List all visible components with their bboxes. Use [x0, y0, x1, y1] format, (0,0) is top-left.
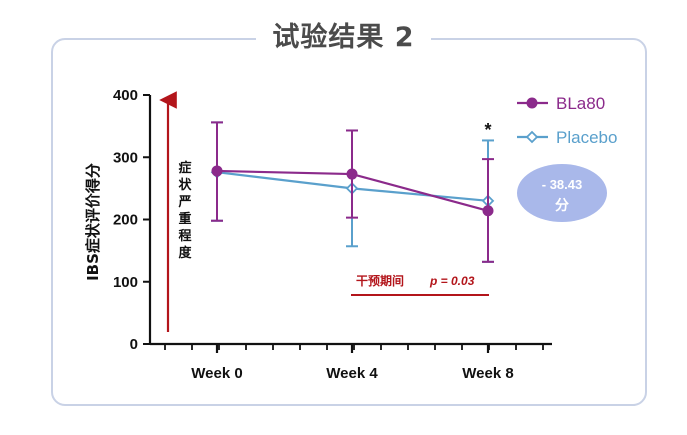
y-tick-label: 300 — [113, 149, 138, 166]
difference-unit: 分 — [555, 198, 569, 214]
series-bla80 — [211, 121, 494, 263]
legend-item: Placebo — [517, 128, 617, 147]
data-point — [211, 165, 223, 177]
legend-marker — [525, 130, 539, 144]
data-point — [346, 168, 358, 180]
y-tick-label: 100 — [113, 274, 138, 291]
data-point — [482, 205, 494, 217]
x-tick-label: Week 8 — [462, 365, 513, 382]
y-axis-label: IBS症状评价得分 — [84, 163, 102, 281]
legend-label: BLa80 — [556, 94, 605, 113]
severity-label: 症状严重程度 — [177, 160, 192, 261]
significance-marker: * — [484, 120, 491, 140]
x-tick-label: Week 0 — [191, 365, 242, 382]
period-text: 干预期间 — [356, 273, 404, 288]
intervention-period-label: 干预期间 — [356, 273, 404, 288]
y-tick-label: 200 — [113, 212, 138, 229]
difference-value: - 38.43 — [542, 177, 582, 192]
p-value-label: p = 0.03 — [429, 274, 475, 288]
legend-item: BLa80 — [517, 94, 605, 113]
y-tick-label: 400 — [113, 87, 138, 104]
difference-badge — [517, 164, 607, 222]
y-tick-label: 0 — [130, 336, 138, 353]
legend-marker — [526, 97, 538, 109]
x-tick-label: Week 4 — [326, 365, 378, 382]
page-title: 试验结果 2 — [256, 15, 431, 54]
legend-label: Placebo — [556, 128, 617, 147]
